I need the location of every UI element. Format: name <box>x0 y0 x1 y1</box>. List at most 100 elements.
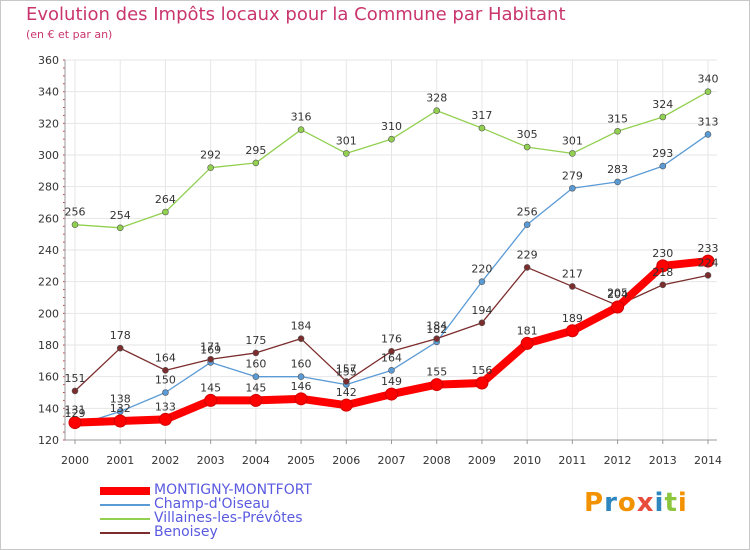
data-point <box>71 387 79 395</box>
data-label: 169 <box>200 343 221 356</box>
data-point <box>569 150 576 157</box>
legend-label: Villaines-les-Prévôtes <box>154 510 303 526</box>
legend-swatch <box>100 487 150 495</box>
data-point <box>252 349 260 357</box>
data-point <box>704 131 712 138</box>
legend-label: Champ-d'Oiseau <box>154 496 270 512</box>
data-point <box>252 159 260 167</box>
logo-letter: t <box>664 488 678 518</box>
x-tick-label: 2007 <box>378 454 406 467</box>
x-tick-label: 2000 <box>61 454 89 467</box>
data-label: 279 <box>562 169 583 182</box>
data-label: 293 <box>652 147 673 160</box>
x-tick-label: 2008 <box>423 454 451 467</box>
line-chart: 120 140 160 180 200 220 240 260 280 300 320 340 360 2… <box>38 54 722 467</box>
data-label: 164 <box>381 351 402 364</box>
data-label: 176 <box>381 332 402 345</box>
data-point <box>523 143 531 151</box>
data-point <box>162 367 169 374</box>
legend-swatch <box>100 532 150 534</box>
data-label: 181 <box>517 324 538 337</box>
data-point <box>656 259 670 273</box>
data-point <box>71 221 79 228</box>
data-label: 131 <box>65 404 86 417</box>
data-label: 310 <box>381 120 402 133</box>
data-label: 315 <box>607 112 628 125</box>
legend-swatch <box>100 504 150 506</box>
data-label: 254 <box>110 209 131 222</box>
data-point <box>68 416 82 430</box>
data-point <box>116 344 124 352</box>
data-label: 229 <box>517 248 538 261</box>
data-point <box>523 264 531 271</box>
data-point <box>388 367 395 374</box>
data-label: 164 <box>155 351 176 364</box>
data-point <box>611 300 625 314</box>
data-point <box>342 150 350 157</box>
data-label: 204 <box>607 288 628 301</box>
logo-letter: P <box>584 488 605 518</box>
data-label: 340 <box>698 73 719 86</box>
y-tick-label: 320 <box>38 117 59 130</box>
data-point <box>116 224 124 232</box>
data-point <box>430 378 444 392</box>
y-tick-label: 180 <box>38 339 59 352</box>
logo-letter: i <box>677 488 688 518</box>
legend-label: MONTIGNY-MONTFORT <box>154 482 312 498</box>
data-point <box>249 393 263 407</box>
x-tick-label: 2001 <box>106 454 134 467</box>
data-label: 317 <box>471 109 492 122</box>
data-point <box>388 135 395 143</box>
data-point <box>342 378 350 385</box>
data-point <box>523 221 531 228</box>
data-label: 316 <box>291 111 312 124</box>
data-label: 160 <box>245 358 266 371</box>
data-label: 324 <box>652 98 673 111</box>
data-point <box>701 254 715 268</box>
data-point <box>478 319 486 327</box>
data-label: 301 <box>562 134 583 147</box>
y-tick-label: 340 <box>38 86 59 99</box>
data-label: 184 <box>291 320 312 333</box>
x-tick-label: 2002 <box>151 454 179 467</box>
x-tick-label: 2010 <box>513 454 541 467</box>
data-point <box>207 355 214 363</box>
data-label: 149 <box>381 375 402 388</box>
data-label: 178 <box>110 329 131 342</box>
y-tick-label: 200 <box>38 307 59 320</box>
data-point <box>162 389 169 396</box>
data-point <box>569 184 576 192</box>
legend-swatch <box>100 518 150 520</box>
data-label: 283 <box>607 163 628 176</box>
data-label: 155 <box>336 366 357 379</box>
y-tick-label: 120 <box>38 434 59 447</box>
data-label: 182 <box>426 323 447 336</box>
data-point <box>294 392 308 406</box>
data-point <box>704 272 712 279</box>
data-label: 205 <box>607 286 628 299</box>
logo-letter: o <box>617 488 637 518</box>
logo-letter: i <box>654 488 665 518</box>
legend-item: MONTIGNY-MONTFORT <box>100 482 430 498</box>
data-label: 175 <box>245 334 266 347</box>
y-tick-label: 140 <box>38 402 59 415</box>
y-tick-label: 220 <box>38 276 59 289</box>
y-tick-label: 280 <box>38 181 59 194</box>
legend-label: Benoisey <box>154 524 218 540</box>
logo-letter: r <box>604 488 618 518</box>
data-label: 292 <box>200 149 221 162</box>
data-point <box>207 164 214 171</box>
data-point <box>614 178 621 186</box>
data-label: 155 <box>426 366 447 379</box>
data-point <box>433 335 441 342</box>
chart-subtitle: (en € et par an) <box>26 28 113 41</box>
data-label: 171 <box>200 340 221 353</box>
x-tick-label: 2005 <box>287 454 315 467</box>
x-tick-label: 2012 <box>604 454 632 467</box>
legend-item: Villaines-les-Prévôtes <box>100 510 430 526</box>
data-label: 157 <box>336 362 357 375</box>
logo-letter: x <box>636 488 655 518</box>
legend-item: Benoisey <box>100 524 430 540</box>
data-point <box>659 162 667 170</box>
data-point <box>388 348 395 355</box>
